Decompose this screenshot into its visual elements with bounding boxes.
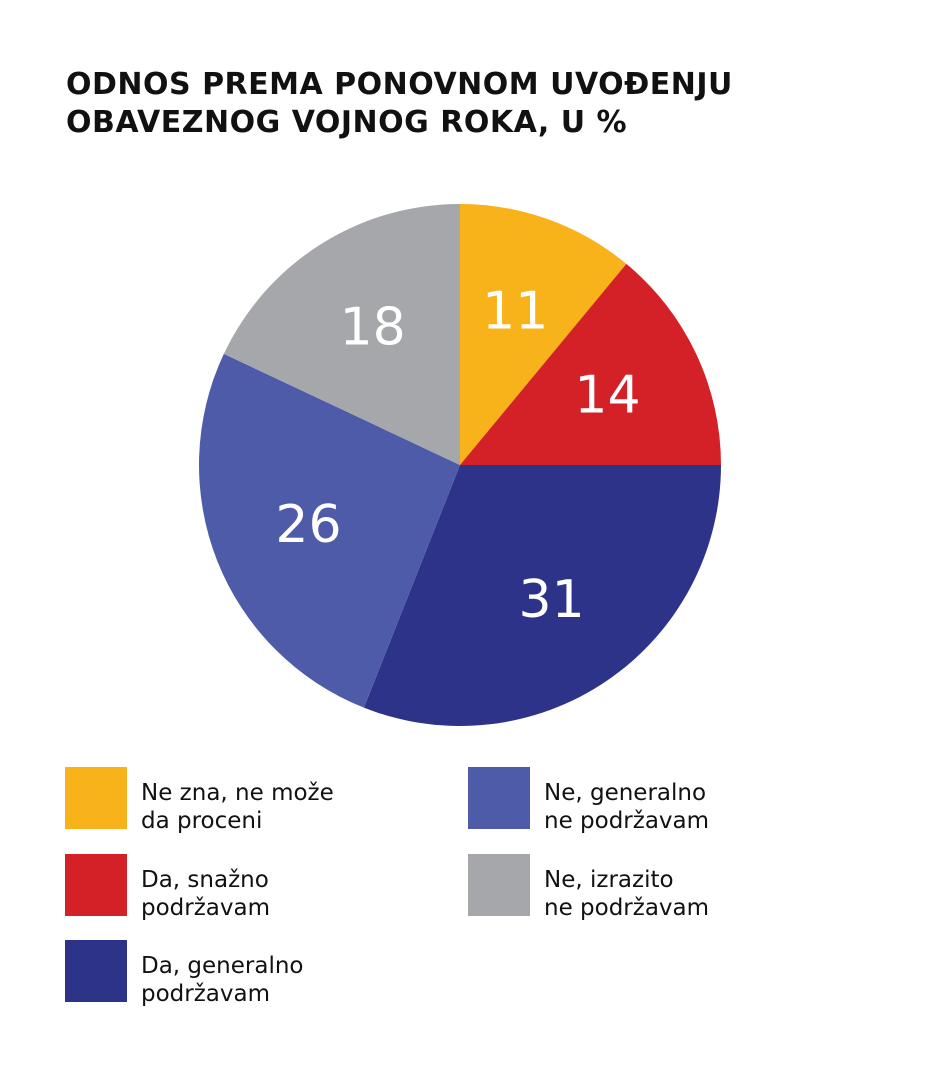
legend-swatch-ne-izrazito [468,854,530,916]
legend-label-line-1: Ne, izrazito [544,867,674,893]
legend-label-line-2: podržavam [141,895,271,921]
legend-item-ne-generalno: Ne, generalno ne podržavam [468,767,709,835]
legend-label-line-1: Da, generalno [141,953,304,979]
pie-data-label-31: 31 [519,570,585,630]
legend-swatch-ne-generalno [468,767,530,829]
legend-label-line-2: podržavam [141,981,271,1007]
pie-slice-18 [223,204,460,465]
chart-title: ODNOS PREMA PONOVNOM UVOĐENJU OBAVEZNOG … [66,66,886,142]
legend-label-line-1: Ne zna, ne može [141,780,334,806]
pie-data-label-18: 18 [340,297,406,357]
pie-data-label-11: 11 [482,282,548,342]
legend-label-line-1: Da, snažno [141,867,269,893]
pie-data-label-14: 14 [574,366,640,426]
legend-item-da-snazno: Da, snažno podržavam [65,854,270,922]
legend-label-ne-zna: Ne zna, ne može da proceni [141,779,334,835]
pie-slice-11 [460,204,627,465]
legend-label-ne-izrazito: Ne, izrazito ne podržavam [544,866,709,922]
chart-title-line-1: ODNOS PREMA PONOVNOM UVOĐENJU [66,67,733,102]
legend-swatch-da-snazno [65,854,127,916]
legend-swatch-da-generalno [65,940,127,1002]
legend-label-da-generalno: Da, generalno podržavam [141,952,304,1008]
legend-label-ne-generalno: Ne, generalno ne podržavam [544,779,709,835]
legend-label-line-2: ne podržavam [544,895,710,921]
legend-label-line-1: Ne, generalno [544,780,707,806]
pie-data-label-26: 26 [275,495,341,555]
legend-item-ne-zna: Ne zna, ne može da proceni [65,767,334,835]
pie-slice-26 [198,353,460,708]
chart-title-line-2: OBAVEZNOG VOJNOG ROKA, U % [66,105,628,140]
legend-swatch-ne-zna [65,767,127,829]
legend-label-line-2: da proceni [141,808,263,834]
pie-slice-31 [363,465,721,726]
legend-label-da-snazno: Da, snažno podržavam [141,866,270,922]
pie-slice-14 [460,263,721,465]
legend-label-line-2: ne podržavam [544,808,710,834]
legend-item-da-generalno: Da, generalno podržavam [65,940,304,1008]
legend-item-ne-izrazito: Ne, izrazito ne podržavam [468,854,709,922]
